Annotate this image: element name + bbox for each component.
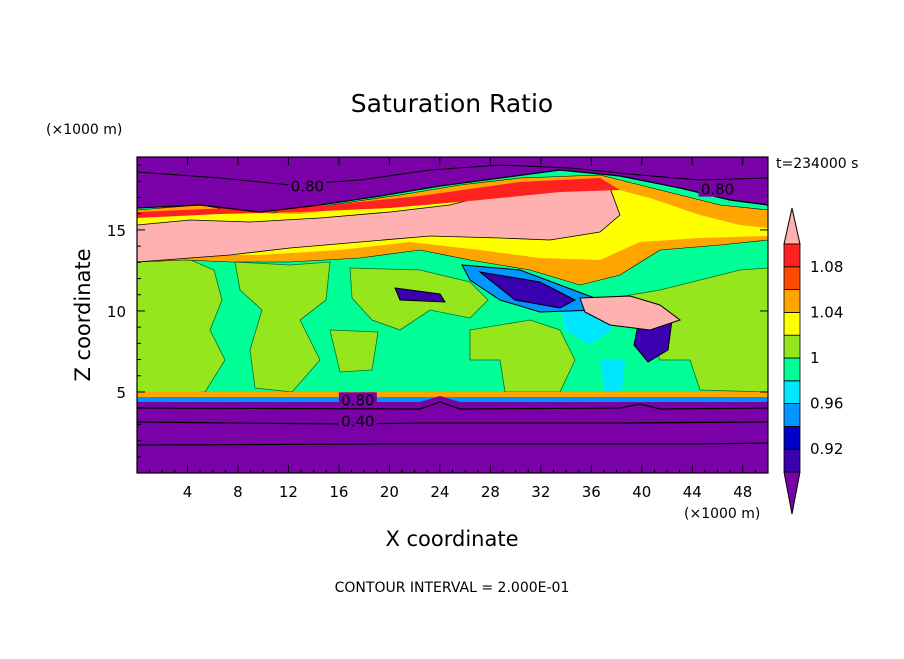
contour-label: 0.80 bbox=[701, 181, 734, 199]
y-axis-ticks: 5 10 15 bbox=[107, 164, 768, 458]
colorbar-band bbox=[783, 357, 801, 382]
y-tick-label: 15 bbox=[107, 222, 126, 240]
x-tick-label: 32 bbox=[531, 483, 550, 501]
stratosphere-inner-contour bbox=[137, 164, 768, 186]
contour-label-bg bbox=[338, 392, 377, 408]
boundary-blue-strip bbox=[137, 397, 768, 402]
x-tick-label: 48 bbox=[733, 483, 752, 501]
y-axis-title: Z coordinate bbox=[71, 248, 95, 381]
contour-label: 0.80 bbox=[291, 177, 324, 195]
colorbar-tick-label: 1 bbox=[810, 349, 820, 367]
field-upper-stratosphere bbox=[137, 157, 768, 213]
x-tick-label: 44 bbox=[683, 483, 702, 501]
cloud-patch-right bbox=[579, 295, 682, 331]
contour-label-bg bbox=[698, 181, 737, 197]
colorbar-upper-arrow bbox=[783, 207, 801, 245]
supersaturated-patches bbox=[137, 257, 768, 396]
colorbar-tick-label: 1.04 bbox=[810, 303, 843, 321]
field-lower-troposphere bbox=[137, 396, 768, 473]
x-tick-label: 28 bbox=[481, 483, 500, 501]
contour-label: 0.80 bbox=[341, 391, 374, 409]
x-tick-label: 8 bbox=[233, 483, 243, 501]
colorbar: 1.08 1.04 1 0.96 0.92 bbox=[783, 207, 843, 515]
x-tick-label: 36 bbox=[582, 483, 601, 501]
colorbar-band bbox=[783, 425, 801, 450]
colorbar-band bbox=[783, 448, 801, 473]
plot-area bbox=[137, 157, 768, 473]
lower-contours bbox=[137, 401, 768, 446]
x-unit-label: (×1000 m) bbox=[684, 506, 760, 522]
contour-label-bg bbox=[288, 178, 327, 194]
x-tick-label: 4 bbox=[183, 483, 193, 501]
x-tick-label: 20 bbox=[380, 483, 399, 501]
y-tick-label: 10 bbox=[107, 303, 126, 321]
colorbar-band bbox=[783, 289, 801, 313]
colorbar-band bbox=[783, 311, 801, 336]
colorbar-band bbox=[783, 403, 801, 427]
x-axis-title: X coordinate bbox=[385, 527, 518, 551]
y-unit-label: (×1000 m) bbox=[46, 122, 122, 138]
colorbar-tick-label: 0.96 bbox=[810, 395, 843, 413]
contour-interval-footer: CONTOUR INTERVAL = 2.000E-01 bbox=[335, 580, 570, 596]
y-tick-label: 5 bbox=[116, 384, 126, 402]
time-label: t=234000 s bbox=[776, 156, 858, 172]
contour-label-bg bbox=[338, 413, 377, 429]
contour-labels: 0.80 0.80 0.80 0.40 bbox=[288, 177, 737, 430]
colorbar-band bbox=[783, 380, 801, 404]
colorbar-band bbox=[783, 334, 801, 359]
colorbar-tick-label: 0.92 bbox=[810, 440, 843, 458]
x-tick-label: 16 bbox=[329, 483, 348, 501]
tropopause-orange-strip bbox=[137, 392, 768, 397]
colorbar-lower-arrow bbox=[783, 471, 801, 515]
colorbar-band bbox=[783, 266, 801, 290]
x-tick-label: 40 bbox=[632, 483, 651, 501]
chart-title: Saturation Ratio bbox=[351, 89, 553, 118]
contour-label: 0.40 bbox=[341, 412, 374, 430]
colorbar-band bbox=[783, 243, 801, 268]
colorbar-tick-label: 1.08 bbox=[810, 258, 843, 276]
cloud-band-pink bbox=[137, 185, 621, 263]
x-tick-label: 12 bbox=[279, 483, 298, 501]
x-axis-ticks: 4 8 12 16 20 24 28 32 36 40 44 48 bbox=[149, 157, 756, 501]
x-tick-label: 24 bbox=[430, 483, 449, 501]
